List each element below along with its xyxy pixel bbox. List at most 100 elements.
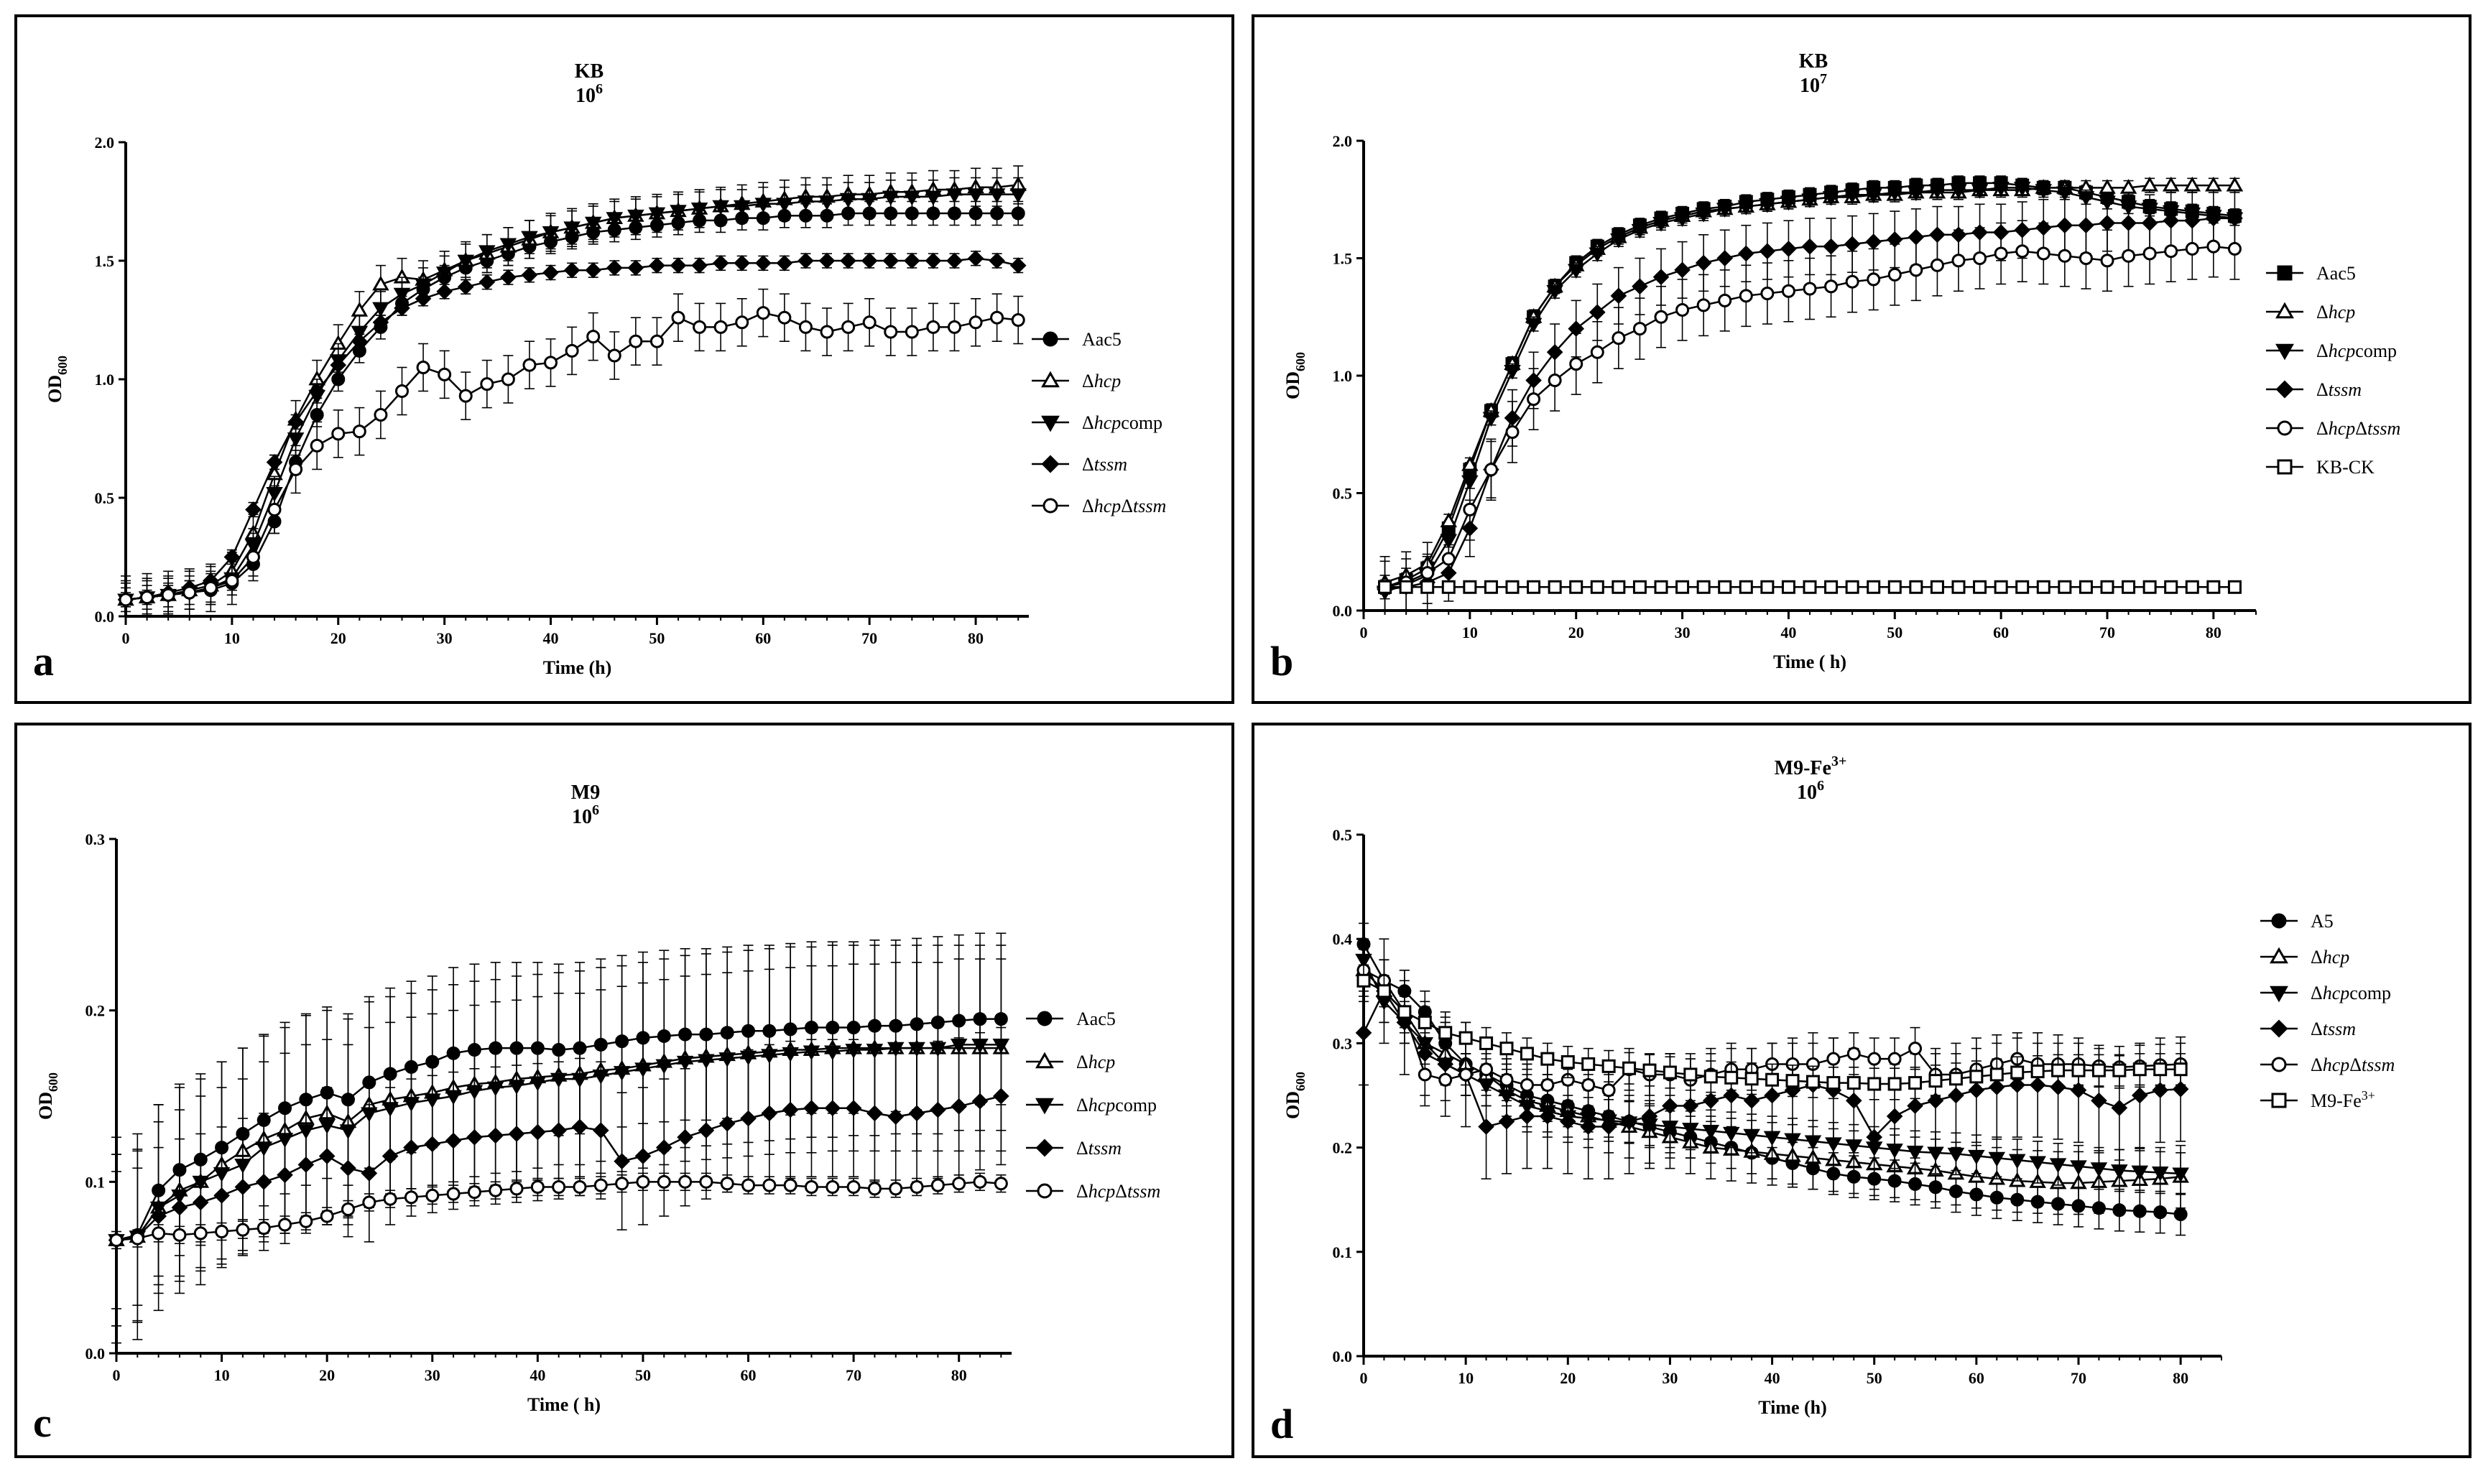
y-tick-label: 1.5 [1333, 250, 1353, 268]
data-point [839, 193, 857, 208]
data-point [634, 1148, 652, 1164]
data-point [1765, 1072, 1780, 1087]
data-point [415, 278, 432, 294]
legend-marker [1041, 415, 1060, 432]
data-point [215, 1225, 229, 1239]
panel-frame [1252, 14, 2472, 704]
data-point [2131, 1165, 2149, 1181]
data-point [904, 252, 920, 269]
data-point [1673, 212, 1691, 228]
data-point [1590, 580, 1604, 594]
legend-label-part: Δ [2311, 983, 2323, 1003]
data-point [1009, 257, 1027, 274]
legend-entry: ΔhcpΔtssm [1026, 1181, 1160, 1202]
legend-label-part: Δ [1076, 1095, 1088, 1116]
x-tick-label: 10 [1458, 1369, 1474, 1387]
data-point [352, 425, 366, 439]
data-point [1696, 298, 1711, 312]
data-point [1642, 1063, 1657, 1077]
chart-subtitle: 106 [572, 802, 599, 828]
panel-letter: d [1270, 1401, 1293, 1447]
subtitle-base: 10 [1797, 782, 1817, 804]
data-point [1519, 1108, 1535, 1125]
data-point [1540, 1052, 1555, 1066]
data-point [824, 1100, 841, 1117]
y-tick-label: 0.0 [95, 608, 115, 626]
legend-label-part: hcp [2323, 947, 2350, 968]
data-point [1504, 365, 1521, 380]
legend-label-part: comp [1115, 1095, 1157, 1116]
data-point [2185, 241, 2199, 256]
data-point [2051, 1063, 2066, 1077]
data-point [584, 216, 602, 232]
data-point [1622, 1061, 1637, 1075]
subtitle-base: 10 [575, 85, 596, 107]
data-point [718, 1115, 736, 1132]
data-point [994, 1177, 1008, 1191]
subtitle-exponent: 7 [1820, 71, 1827, 87]
data-point [1822, 191, 1840, 206]
data-point [804, 1179, 818, 1194]
data-point [903, 190, 921, 206]
data-point [1438, 1072, 1453, 1087]
legend-label: Δhcp [2316, 302, 2355, 323]
legend-marker [2271, 913, 2287, 929]
y-tick-label: 2.0 [95, 134, 115, 152]
data-point [372, 302, 389, 317]
data-point [990, 310, 1004, 325]
data-point [2153, 1062, 2168, 1077]
chart-subtitle: 107 [1800, 71, 1827, 97]
data-point [840, 252, 856, 269]
data-point [1682, 1098, 1699, 1114]
data-point [887, 1108, 905, 1125]
x-axis-label: Time (h) [543, 657, 612, 678]
x-tick-label: 20 [330, 629, 346, 647]
legend-label: M9-Fe3+ [2311, 1088, 2375, 1111]
y-tick-label: 0.5 [95, 489, 115, 507]
data-point [403, 1139, 420, 1156]
data-point [1867, 1052, 1882, 1066]
legend-label-part: A5 [2311, 911, 2334, 932]
data-point [820, 325, 834, 339]
data-point [277, 1167, 293, 1184]
data-point [2206, 580, 2221, 594]
legend-label-part: tssm [2362, 1054, 2395, 1075]
x-tick-label: 80 [968, 629, 984, 647]
data-point [1418, 1015, 1432, 1029]
subtitle-exponent: 6 [596, 81, 603, 97]
data-point [1420, 580, 1435, 594]
legend-label-part: Δ [2316, 340, 2329, 361]
data-point [845, 1100, 862, 1117]
data-point [550, 1122, 567, 1139]
data-point [2091, 1092, 2107, 1109]
data-point [1702, 1092, 1719, 1109]
data-point [826, 1179, 840, 1194]
data-point [754, 254, 772, 272]
data-point [1498, 1113, 1515, 1130]
data-point [130, 1231, 144, 1246]
x-tick-label: 70 [846, 1366, 861, 1384]
data-point [1696, 580, 1711, 594]
data-point [1548, 580, 1562, 594]
data-point [967, 250, 984, 267]
data-point [1801, 193, 1818, 208]
data-point [2090, 1162, 2108, 1177]
data-point [973, 1174, 987, 1189]
legend-label-part: hcp [2323, 1054, 2350, 1075]
data-point [693, 320, 707, 334]
x-tick-label: 50 [1867, 1369, 1882, 1387]
data-point [2111, 1100, 2128, 1116]
data-point [308, 383, 325, 399]
subtitle-exponent: 6 [592, 802, 599, 818]
legend-marker [1042, 331, 1058, 347]
data-point [2122, 580, 2136, 594]
data-point [1744, 1072, 1759, 1086]
legend-label: ΔhcpΔtssm [1082, 496, 1166, 516]
data-point [236, 1223, 250, 1237]
y-axis-label-main: OD [1282, 1091, 1303, 1119]
data-point [480, 377, 494, 391]
panel-letter: a [33, 638, 54, 685]
data-point [563, 261, 581, 279]
data-point [2070, 1160, 2087, 1175]
